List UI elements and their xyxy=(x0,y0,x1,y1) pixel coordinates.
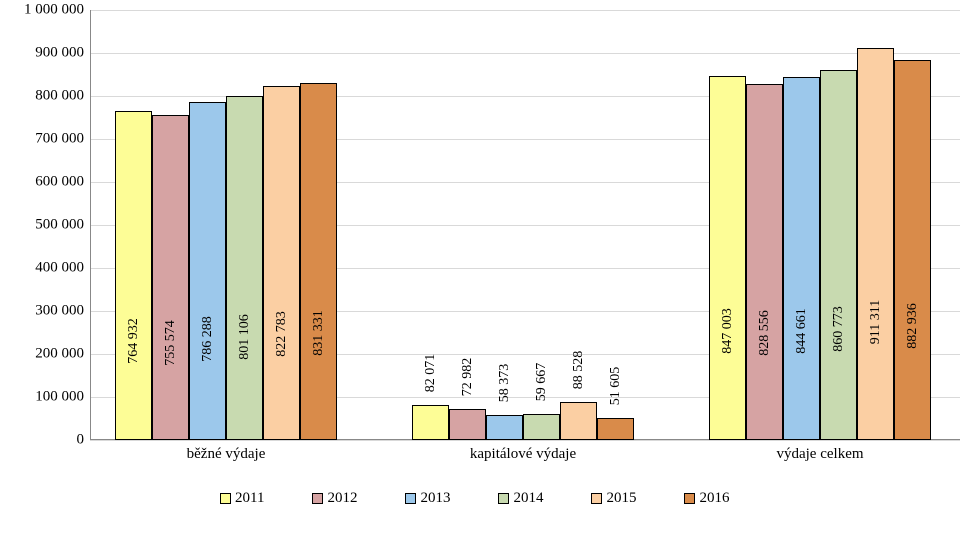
bar xyxy=(746,84,783,440)
bar-value-label: 786 288 xyxy=(200,316,216,362)
legend-item: 2016 xyxy=(684,490,729,507)
legend-swatch xyxy=(498,493,509,504)
bar-value-label: 755 574 xyxy=(163,320,179,366)
chart-container: 0 100 000 200 000 300 000 400 000 500 000 600 … xyxy=(0,0,980,537)
bar xyxy=(820,70,857,440)
gridline xyxy=(90,53,960,54)
category-label: běžné výdaje xyxy=(187,446,266,463)
legend-label: 2015 xyxy=(606,490,636,507)
bar xyxy=(783,77,820,440)
bar-value-label: 860 773 xyxy=(831,306,847,352)
bar-value-label: 72 982 xyxy=(460,357,476,396)
legend-label: 2016 xyxy=(699,490,729,507)
bar-value-label: 882 936 xyxy=(905,303,921,349)
legend-label: 2011 xyxy=(235,490,264,507)
bar-value-label: 51 605 xyxy=(608,367,624,406)
legend-item: 2012 xyxy=(312,490,357,507)
legend-item: 2014 xyxy=(498,490,543,507)
legend: 2011 2012 2013 2014 2015 2016 xyxy=(220,490,729,507)
bar xyxy=(226,96,263,440)
legend-label: 2013 xyxy=(420,490,450,507)
legend-item: 2011 xyxy=(220,490,264,507)
category-label: kapitálové výdaje xyxy=(470,446,576,463)
bar-value-label: 828 556 xyxy=(757,310,773,356)
y-tick-label: 700 000 xyxy=(35,131,84,148)
bar xyxy=(560,402,597,440)
legend-swatch xyxy=(312,493,323,504)
y-tick-label: 200 000 xyxy=(35,346,84,363)
bar xyxy=(709,76,746,440)
bar xyxy=(263,86,300,440)
bar-value-label: 58 373 xyxy=(497,364,513,403)
plot-area: 0100 000200 000300 000400 000500 000600 … xyxy=(90,10,960,440)
gridline xyxy=(90,10,960,11)
bar xyxy=(486,415,523,440)
y-tick-label: 100 000 xyxy=(35,389,84,406)
legend-item: 2015 xyxy=(591,490,636,507)
bar xyxy=(857,48,894,440)
legend-swatch xyxy=(591,493,602,504)
y-axis xyxy=(90,10,91,440)
legend-label: 2014 xyxy=(513,490,543,507)
bar-value-label: 59 667 xyxy=(534,363,550,402)
bar xyxy=(115,111,152,440)
bar xyxy=(152,115,189,440)
bar xyxy=(894,60,931,440)
y-tick-label: 400 000 xyxy=(35,260,84,277)
bar xyxy=(189,102,226,440)
bar-value-label: 911 311 xyxy=(868,300,884,344)
y-tick-label: 0 xyxy=(77,432,85,449)
y-tick-label: 800 000 xyxy=(35,88,84,105)
y-tick-label: 1 000 000 xyxy=(24,2,84,19)
legend-item: 2013 xyxy=(405,490,450,507)
bar xyxy=(449,409,486,440)
gridline xyxy=(90,440,960,441)
bar xyxy=(523,414,560,440)
category-label: výdaje celkem xyxy=(776,446,863,463)
bar-value-label: 88 528 xyxy=(571,351,587,390)
legend-swatch xyxy=(220,493,231,504)
legend-swatch xyxy=(405,493,416,504)
bar-value-label: 801 106 xyxy=(237,314,253,360)
bar-value-label: 831 331 xyxy=(311,310,327,356)
y-tick-label: 300 000 xyxy=(35,303,84,320)
y-tick-label: 500 000 xyxy=(35,217,84,234)
bar-value-label: 764 932 xyxy=(126,319,142,365)
bar-value-label: 82 071 xyxy=(423,353,439,392)
legend-label: 2012 xyxy=(327,490,357,507)
bar-value-label: 847 003 xyxy=(720,308,736,354)
bar-value-label: 844 661 xyxy=(794,308,810,354)
bar xyxy=(300,83,337,440)
legend-swatch xyxy=(684,493,695,504)
y-tick-label: 600 000 xyxy=(35,174,84,191)
bar-value-label: 822 783 xyxy=(274,311,290,357)
bar xyxy=(597,418,634,440)
bar xyxy=(412,405,449,440)
y-tick-label: 900 000 xyxy=(35,45,84,62)
